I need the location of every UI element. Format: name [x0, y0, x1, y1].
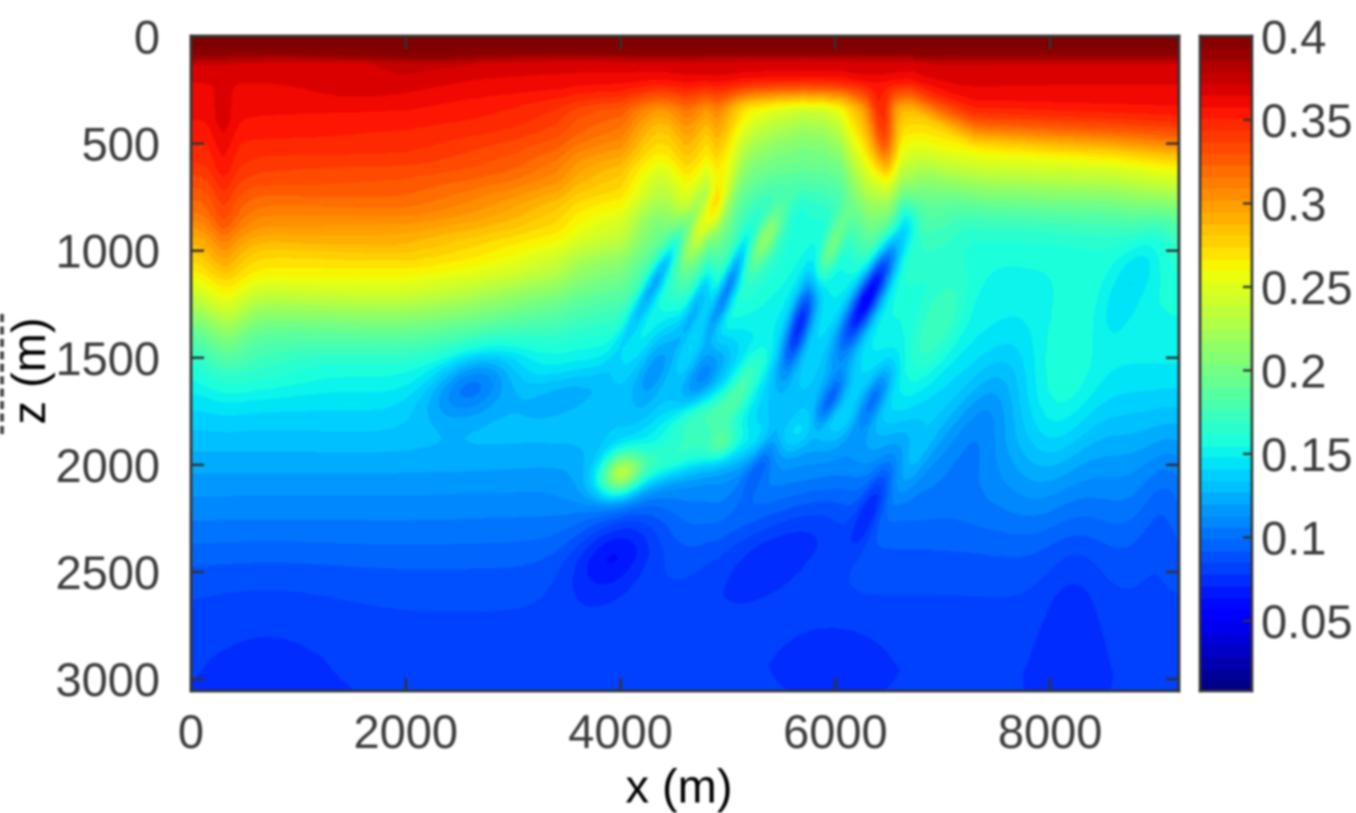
- svg-text:0.15: 0.15: [1261, 428, 1352, 481]
- svg-text:6000: 6000: [783, 705, 888, 758]
- svg-text:8000: 8000: [998, 705, 1103, 758]
- svg-text:2500: 2500: [55, 546, 160, 599]
- svg-text:z (m): z (m): [2, 317, 55, 424]
- svg-text:0.1: 0.1: [1261, 511, 1326, 564]
- svg-text:0.2: 0.2: [1261, 344, 1326, 397]
- svg-text:0: 0: [178, 705, 204, 758]
- svg-text:2000: 2000: [55, 439, 160, 492]
- svg-text:0.25: 0.25: [1261, 261, 1352, 314]
- svg-text:0.05: 0.05: [1261, 595, 1352, 648]
- svg-text:4000: 4000: [568, 705, 673, 758]
- svg-text:500: 500: [82, 118, 160, 171]
- svg-text:3000: 3000: [55, 653, 160, 706]
- svg-text:0.35: 0.35: [1261, 94, 1352, 147]
- svg-text:0: 0: [134, 11, 160, 64]
- svg-text:0.4: 0.4: [1261, 11, 1326, 64]
- svg-text:x (m): x (m): [625, 759, 732, 812]
- svg-text:1000: 1000: [55, 225, 160, 278]
- svg-text:0.3: 0.3: [1261, 177, 1326, 230]
- svg-text:2000: 2000: [354, 705, 459, 758]
- svg-text:1500: 1500: [55, 332, 160, 385]
